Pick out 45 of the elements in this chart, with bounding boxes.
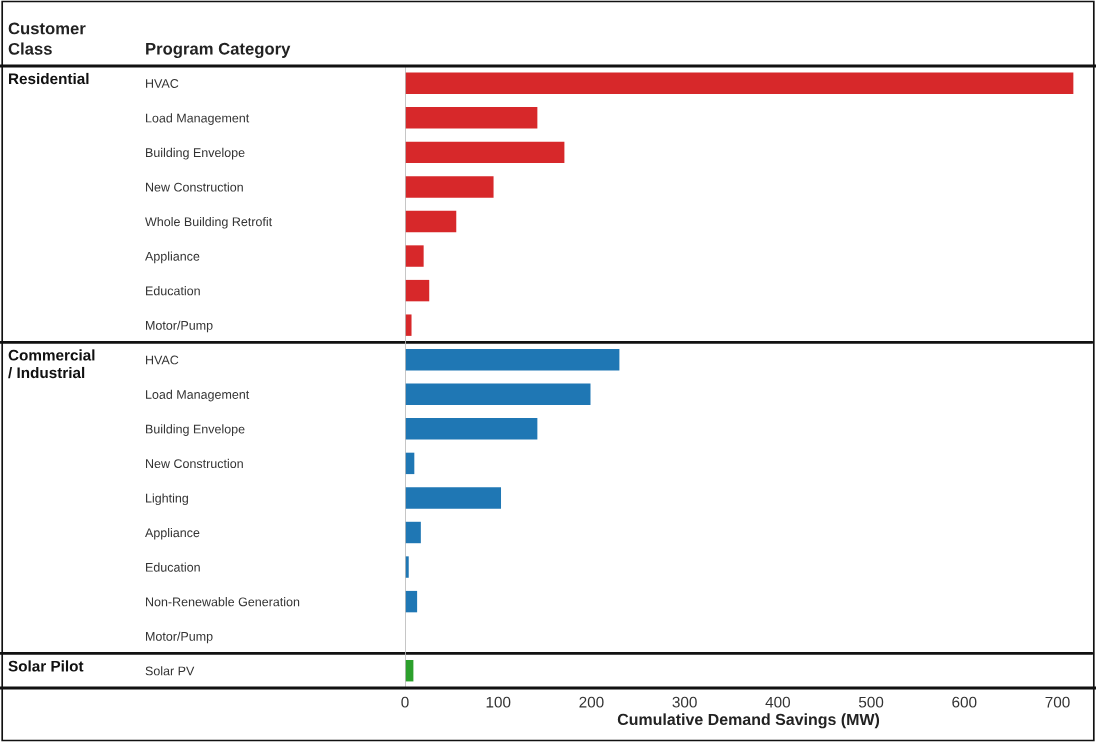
x-tick-label: 300 (672, 696, 697, 708)
bar (405, 245, 424, 267)
y-tick-label: Education (146, 562, 200, 572)
text: Residential (9, 72, 89, 85)
x-tick-label: 400 (765, 696, 791, 708)
x-axis-title: Cumulative Demand Savings (MW) (617, 713, 880, 729)
y-tick-label: Load Management (146, 389, 250, 402)
bar (405, 418, 538, 440)
y-tick-label: Motor/Pump (146, 631, 213, 644)
y-tick-label: Building Envelope (146, 424, 245, 436)
y-axis-title: Program Category (146, 42, 291, 58)
bar (405, 141, 565, 164)
text: Solar Pilot (8, 660, 84, 672)
text: Commercial / Industrial (8, 349, 95, 379)
bar (405, 521, 421, 544)
y-tick-label: Appliance (145, 251, 200, 264)
bar (405, 487, 502, 509)
x-tick-label: 600 (952, 696, 977, 708)
y-tick-label: Motor/Pump (146, 320, 213, 333)
x-tick-label: 100 (486, 696, 511, 708)
x-tick-label: 500 (858, 696, 884, 708)
y-tick-label: New Construction (146, 182, 243, 192)
y-tick-label: Education (146, 286, 200, 296)
bar (405, 279, 430, 302)
y-tick-label: Appliance (145, 527, 200, 540)
bar (405, 107, 538, 129)
x-tick-label: 200 (579, 696, 604, 708)
y-tick-label: Load Management (146, 113, 250, 125)
y-tick-label: Whole Building Retrofit (145, 216, 273, 229)
y-tick-label: New Construction (146, 458, 243, 469)
y-tick-label: Non-Renewable Generation (146, 597, 300, 607)
y-tick-label: HVAC (146, 79, 179, 88)
x-tick-label: 700 (1045, 696, 1070, 708)
bar (405, 176, 494, 198)
bar (405, 383, 591, 405)
y-tick-label: HVAC (146, 355, 179, 365)
bar (405, 349, 620, 371)
x-tick-label: 0 (401, 696, 409, 708)
bar (405, 314, 412, 336)
y-tick-label: Lighting (146, 493, 188, 506)
y-tick-label: Building Envelope (146, 147, 245, 160)
bar (405, 72, 1074, 94)
y-tick-label: Solar PV (145, 666, 195, 676)
bar (405, 210, 457, 233)
text: Customer Class (8, 22, 86, 55)
